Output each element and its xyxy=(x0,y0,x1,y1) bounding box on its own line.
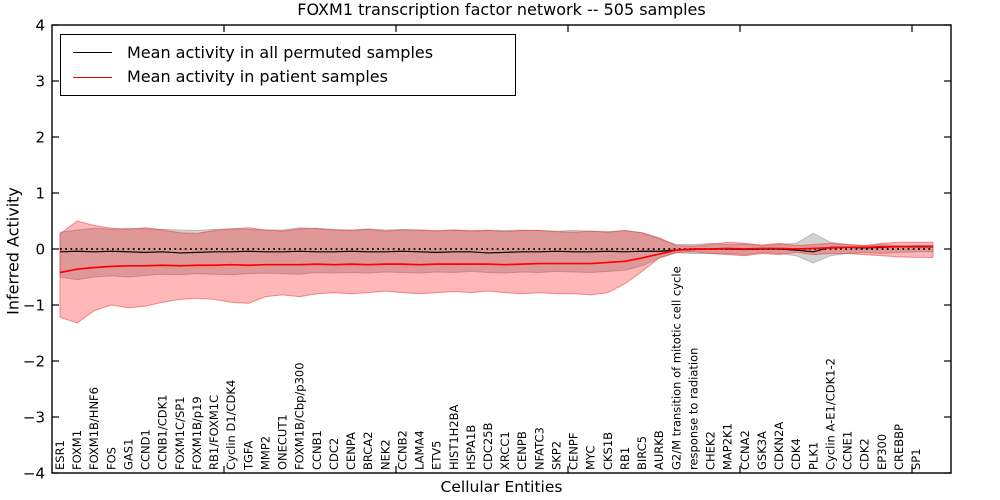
legend: Mean activity in all permuted samples Me… xyxy=(60,34,516,96)
y-tick-label: 4 xyxy=(35,17,45,35)
x-category-label: EP300 xyxy=(875,434,889,470)
x-category-label: FOXM1 xyxy=(70,430,84,470)
x-axis-label: Cellular Entities xyxy=(440,478,563,496)
x-category-label: SP1 xyxy=(909,448,923,470)
x-category-label: CDK4 xyxy=(789,438,803,470)
x-category-label: CCNE1 xyxy=(841,431,855,470)
x-category-label: MAP2K1 xyxy=(721,423,735,470)
x-category-label: CDC25B xyxy=(481,422,495,470)
x-category-label: FOS xyxy=(104,447,118,470)
x-category-label: ETV5 xyxy=(430,441,444,470)
x-category-label: Cyclin A-E1/CDK1-2 xyxy=(823,358,837,470)
x-category-label: NFATC3 xyxy=(532,427,546,470)
x-category-label: HSPA1B xyxy=(464,425,478,470)
y-tick-label: 3 xyxy=(35,73,45,91)
x-category-label: ESR1 xyxy=(53,440,67,470)
x-category-label: BIRC5 xyxy=(635,436,649,470)
patient-mean-line xyxy=(59,245,933,274)
x-category-label: CREBBP xyxy=(892,424,906,470)
x-category-label: response to radiation xyxy=(686,348,700,470)
x-category-label: MYC xyxy=(584,446,598,470)
x-category-label: GAS1 xyxy=(121,439,135,470)
x-category-label: MMP2 xyxy=(258,436,272,470)
x-category-label: XRCC1 xyxy=(498,431,512,470)
x-category-label: GSK3A xyxy=(755,431,769,470)
chart-title: FOXM1 transcription factor network -- 50… xyxy=(297,0,706,19)
x-category-label: G2/M transition of mitotic cell cycle xyxy=(669,266,683,470)
x-category-label: CENPA xyxy=(344,432,358,470)
x-category-label: CCNB1/CDK1 xyxy=(156,395,170,471)
x-category-label: AURKB xyxy=(652,430,666,470)
x-category-label: CDKN2A xyxy=(772,422,786,470)
x-category-label: Cyclin D1/CDK4 xyxy=(224,380,238,470)
y-tick-label: 2 xyxy=(35,129,45,147)
y-axis-label: Inferred Activity xyxy=(3,187,23,315)
y-tick-label: −1 xyxy=(23,297,45,315)
x-category-label: CENPB xyxy=(515,431,529,470)
x-category-label: PLK1 xyxy=(806,442,820,470)
legend-line-permuted-icon xyxy=(73,52,112,54)
x-category-label: LAMA4 xyxy=(413,430,427,470)
x-category-label: HIST1H2BA xyxy=(447,404,461,470)
x-category-label: RB1 xyxy=(618,447,632,470)
x-category-label: FOXM1C/SP1 xyxy=(173,396,187,470)
x-category-label: CHEK2 xyxy=(704,431,718,470)
x-category-label: CCNB1 xyxy=(310,430,324,470)
x-category-label: CENPF xyxy=(567,433,581,470)
patient-range-band xyxy=(59,220,934,324)
x-category-label: FOXM1B/p19 xyxy=(190,396,204,470)
x-category-label: SKP2 xyxy=(549,441,563,470)
legend-label-patient: Mean activity in patient samples xyxy=(127,67,388,87)
x-category-label: NEK2 xyxy=(378,439,392,470)
legend-line-patient-icon xyxy=(73,76,112,78)
legend-entry-patient: Mean activity in patient samples xyxy=(61,67,515,87)
legend-label-permuted: Mean activity in all permuted samples xyxy=(127,42,434,62)
y-tick-label: 0 xyxy=(35,241,45,259)
x-category-label: CDC2 xyxy=(327,438,341,470)
y-tick-label: −3 xyxy=(23,409,45,427)
x-category-label: FOXM1B/Cbp/p300 xyxy=(293,362,307,470)
x-category-label: FOXM1B/HNF6 xyxy=(87,387,101,470)
x-category-label: CCNA2 xyxy=(738,430,752,470)
x-category-label: RB1/FOXM1C xyxy=(207,395,221,470)
y-tick-label: −2 xyxy=(23,353,45,371)
x-category-label: ONECUT1 xyxy=(276,414,290,470)
x-category-label: CCNB2 xyxy=(395,430,409,470)
legend-entry-permuted: Mean activity in all permuted samples xyxy=(61,43,515,63)
x-category-label: CKS1B xyxy=(601,432,615,470)
x-category-label: BRCA2 xyxy=(361,431,375,470)
x-category-label: TGFA xyxy=(241,441,255,471)
y-tick-label: 1 xyxy=(35,185,45,203)
y-tick-label: −4 xyxy=(23,465,45,483)
x-category-label: CDK2 xyxy=(858,438,872,470)
x-category-label: CCND1 xyxy=(139,429,153,470)
